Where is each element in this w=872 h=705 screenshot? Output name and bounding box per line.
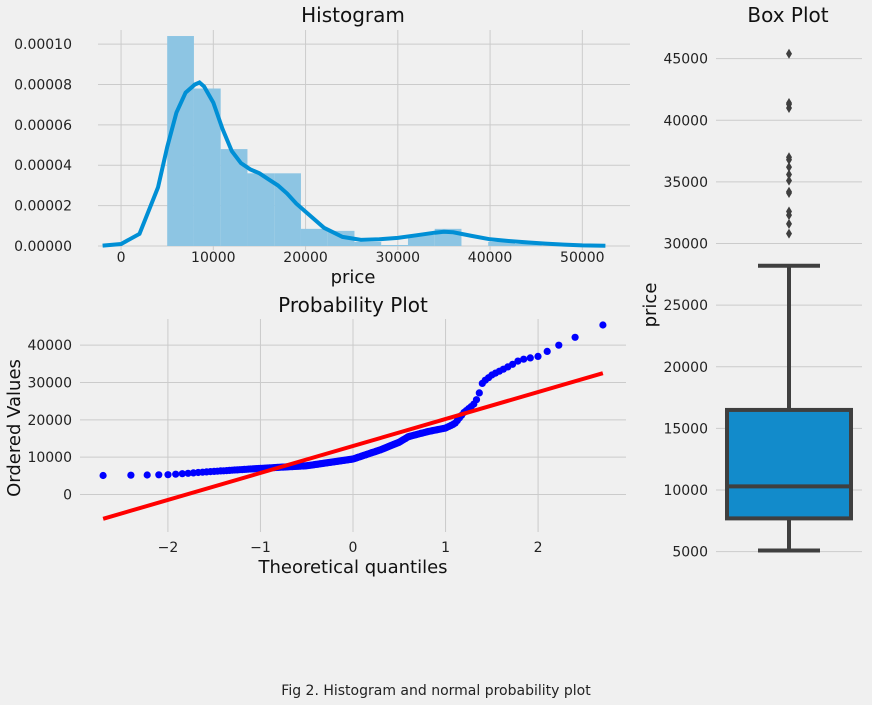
histogram-title: Histogram bbox=[301, 3, 405, 27]
box-outlier-marker bbox=[786, 228, 792, 239]
histogram-x-tick-label: 20000 bbox=[283, 250, 328, 266]
box-outlier-marker bbox=[786, 175, 792, 186]
histogram-x-tick-label: 50000 bbox=[560, 250, 605, 266]
probability-y-tick-label: 0 bbox=[63, 488, 72, 504]
probability-x-tick-label: 1 bbox=[441, 540, 450, 556]
box-outlier-marker bbox=[786, 218, 792, 229]
probability-point bbox=[571, 333, 579, 341]
probability-grid bbox=[80, 319, 626, 532]
probability-point bbox=[472, 396, 481, 404]
probability-point bbox=[555, 341, 563, 349]
probability-x-tick-label: −1 bbox=[250, 540, 271, 556]
probability-x-tick-label: −2 bbox=[158, 540, 179, 556]
box-outlier-marker bbox=[786, 162, 792, 173]
box-y-tick-label: 15000 bbox=[663, 421, 708, 437]
probability-point bbox=[155, 471, 163, 479]
histogram-bar bbox=[381, 244, 408, 246]
probability-point bbox=[514, 357, 522, 365]
histogram-y-tick-label: 0.00010 bbox=[14, 37, 72, 53]
probability-point bbox=[599, 321, 607, 329]
histogram-kde-line bbox=[102, 80, 606, 248]
histogram-x-tick-label: 40000 bbox=[468, 250, 513, 266]
probability-point bbox=[99, 471, 107, 480]
histogram-panel: 0 10000 20000 30000 40000 50000 0.000000.0000… bbox=[14, 3, 630, 288]
probability-point bbox=[508, 360, 517, 368]
histogram-x-tick-label: 0 bbox=[117, 250, 126, 266]
histogram-bars bbox=[167, 36, 542, 247]
probability-point bbox=[475, 389, 483, 397]
probability-y-tick-label: 20000 bbox=[27, 413, 72, 429]
histogram-x-label: price bbox=[331, 267, 376, 288]
probability-y-ticks: 0 10000 20000 30000 40000 bbox=[27, 338, 72, 503]
box-y-ticks: 5000 10000 15000 20000 25000 30000 35000 40000 4… bbox=[663, 52, 708, 561]
box-outlier-marker bbox=[786, 169, 792, 180]
probability-y-tick-label: 40000 bbox=[27, 338, 72, 354]
histogram-y-tick-label: 0.00002 bbox=[14, 199, 72, 215]
histogram-bar bbox=[514, 243, 542, 246]
histogram-bar bbox=[167, 36, 194, 247]
probability-point bbox=[127, 471, 135, 479]
probability-y-label: Ordered Values bbox=[4, 359, 25, 497]
probability-x-ticks: −2 −1 0 1 2 bbox=[158, 540, 543, 556]
probability-point bbox=[178, 470, 186, 478]
histogram-y-tick-label: 0.00008 bbox=[14, 77, 72, 93]
probability-plot-panel: −2 −1 0 1 2 0 10000 20000 30000 40000 Probabilit… bbox=[4, 293, 626, 578]
histogram-x-tick-label: 10000 bbox=[191, 250, 236, 266]
probability-y-tick-label: 10000 bbox=[27, 450, 72, 466]
box-outlier-marker bbox=[786, 186, 792, 197]
histogram-bar bbox=[300, 228, 328, 246]
histogram-bar bbox=[247, 173, 275, 246]
histogram-bar bbox=[354, 241, 382, 246]
histogram-bar bbox=[488, 241, 515, 246]
box-outlier-marker bbox=[786, 206, 792, 217]
probability-point bbox=[164, 471, 172, 479]
histogram-y-tick-label: 0.00000 bbox=[14, 239, 72, 255]
probability-point bbox=[184, 469, 192, 477]
box-y-tick-label: 40000 bbox=[663, 113, 708, 129]
box-y-tick-label: 25000 bbox=[663, 298, 708, 314]
box-y-tick-label: 35000 bbox=[663, 175, 708, 191]
box-outlier-marker bbox=[786, 152, 792, 163]
histogram-x-ticks: 0 10000 20000 30000 40000 50000 bbox=[117, 250, 605, 266]
histogram-y-tick-label: 0.00004 bbox=[14, 158, 72, 174]
probability-point bbox=[172, 470, 180, 478]
box-outlier-marker bbox=[786, 48, 792, 59]
histogram-y-tick-label: 0.00006 bbox=[14, 118, 72, 134]
probability-y-tick-label: 30000 bbox=[27, 375, 72, 391]
histogram-x-tick-label: 30000 bbox=[376, 250, 421, 266]
probability-x-tick-label: 2 bbox=[534, 540, 543, 556]
box-iqr-rect bbox=[725, 407, 853, 521]
probability-point bbox=[543, 347, 551, 355]
box-outliers bbox=[786, 48, 792, 239]
probability-x-label: Theoretical quantiles bbox=[257, 557, 447, 578]
box-title: Box Plot bbox=[747, 3, 828, 27]
probability-point bbox=[526, 354, 534, 362]
box-body bbox=[725, 263, 853, 553]
probability-x-tick-label: 0 bbox=[349, 540, 358, 556]
histogram-y-ticks: 0.00000 0.00002 0.00004 0.00006 0.00008 0.000… bbox=[14, 37, 72, 255]
probability-point bbox=[143, 471, 151, 479]
box-outlier-marker bbox=[786, 98, 792, 109]
box-y-tick-label: 45000 bbox=[663, 52, 708, 68]
box-y-tick-label: 5000 bbox=[672, 545, 708, 561]
histogram-bar bbox=[407, 234, 435, 246]
box-y-tick-label: 10000 bbox=[663, 483, 708, 499]
figure-caption: Fig 2. Histogram and normal probability … bbox=[281, 683, 591, 699]
box-y-label: price bbox=[640, 283, 661, 328]
box-plot-panel: 5000 10000 15000 20000 25000 30000 35000 40000 4… bbox=[640, 3, 862, 561]
probability-fit-line bbox=[102, 371, 604, 521]
box-y-tick-label: 30000 bbox=[663, 237, 708, 253]
probability-point bbox=[520, 355, 528, 363]
probability-title: Probability Plot bbox=[278, 293, 428, 317]
box-y-tick-label: 20000 bbox=[663, 360, 708, 376]
probability-point bbox=[534, 352, 542, 360]
